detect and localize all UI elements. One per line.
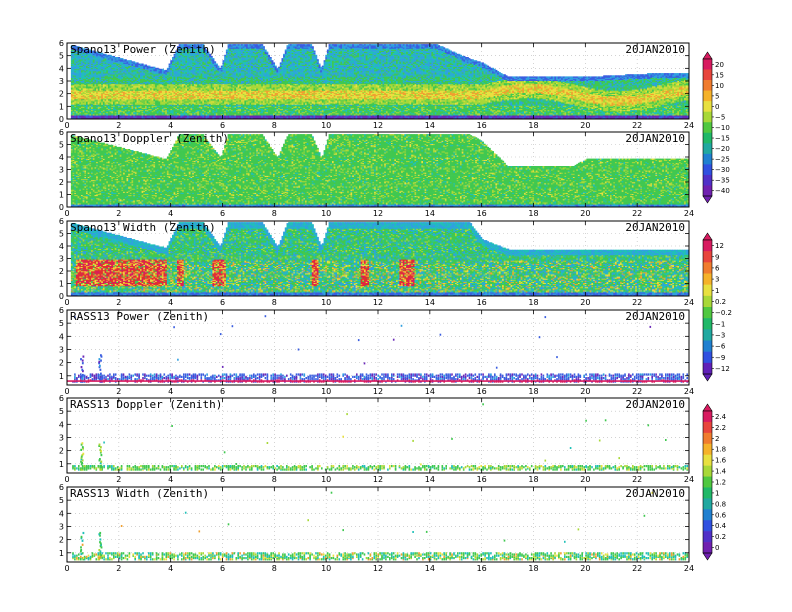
cell: [211, 56, 213, 57]
